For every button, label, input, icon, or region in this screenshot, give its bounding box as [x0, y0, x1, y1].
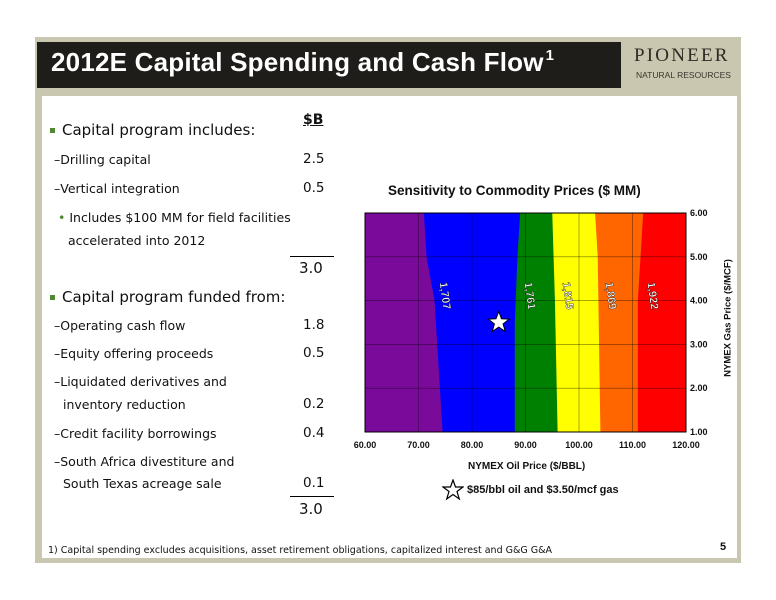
contour-label: 1,815: [560, 281, 576, 310]
section-heading: Capital program funded from:: [62, 288, 286, 306]
line-item-value: 0.5: [303, 180, 325, 196]
section-total: 3.0: [299, 500, 323, 518]
y-tick-label: 1.00: [690, 427, 708, 437]
x-tick-label: 60.00: [354, 440, 377, 450]
contour-region: [637, 213, 686, 432]
company-logo: PIONEER NATURAL RESOURCES: [624, 42, 738, 88]
line-item-value: 0.1: [303, 475, 325, 491]
bullet-icon: [50, 128, 55, 133]
contour-label: 1,761: [522, 281, 538, 310]
line-item-value: 2.5: [303, 151, 325, 167]
line-item-label: –Credit facility borrowings: [54, 426, 217, 441]
section-heading: Capital program includes:: [62, 121, 256, 139]
y-tick-label: 4.00: [690, 296, 708, 306]
bullet-icon: [50, 295, 55, 300]
title-footnote-marker: 1: [545, 47, 555, 64]
x-tick-label: 110.00: [619, 440, 646, 450]
x-tick-label: 100.00: [565, 440, 593, 450]
y-tick-label: 3.00: [690, 339, 708, 349]
sensitivity-chart: 60.00 70.00 80.00 90.00 100.00 110.00 120.00 1.…: [354, 208, 708, 450]
page-title: 2012E Capital Spending and Cash Flow 1: [51, 47, 554, 78]
x-axis-label: NYMEX Oil Price ($/BBL): [468, 461, 586, 472]
line-item-label: –Equity offering proceeds: [54, 346, 214, 361]
x-tick-label: 70.00: [407, 440, 430, 450]
line-item-label: –Drilling capital: [54, 152, 151, 167]
line-item-label: inventory reduction: [63, 397, 186, 412]
sub-note: accelerated into 2012: [68, 233, 206, 248]
title-bar: [37, 42, 621, 88]
y-tick-label: 6.00: [690, 208, 708, 218]
contour-label: 1,922: [644, 281, 660, 310]
contour-label: 1,707: [437, 281, 453, 310]
line-item-label: South Texas acreage sale: [63, 476, 222, 491]
logo-subtitle: NATURAL RESOURCES: [636, 70, 731, 80]
title-text: 2012E Capital Spending and Cash Flow: [51, 47, 544, 77]
price-marker-star: [486, 310, 511, 333]
line-item-label: –South Africa divestiture and: [54, 454, 235, 469]
star-icon: [442, 479, 464, 501]
total-rule: [290, 256, 334, 257]
section-total: 3.0: [299, 259, 323, 277]
footnote: 1) Capital spending excludes acquisition…: [48, 545, 553, 556]
page-number: 5: [720, 541, 727, 553]
line-item-label: –Vertical integration: [54, 181, 180, 196]
total-rule: [290, 496, 334, 497]
line-item-label: –Liquidated derivatives and: [54, 374, 227, 389]
x-tick-label: 120.00: [672, 440, 700, 450]
marker-legend-label: $85/bbl oil and $3.50/mcf gas: [467, 484, 619, 496]
y-tick-label: 5.00: [690, 252, 708, 262]
line-item-value: 0.4: [303, 425, 325, 441]
plot-border: [364, 212, 687, 433]
line-item-label: –Operating cash flow: [54, 318, 186, 333]
unit-header: $B: [303, 112, 324, 128]
logo-name: PIONEER: [634, 45, 730, 66]
chart-title: Sensitivity to Commodity Prices ($ MM): [388, 183, 641, 198]
x-tick-label: 90.00: [514, 440, 537, 450]
line-item-value: 0.2: [303, 396, 325, 412]
y-tick-label: 2.00: [690, 383, 708, 393]
sub-note: • Includes $100 MM for field facilities: [58, 210, 291, 225]
contour-label: 1,869: [602, 281, 618, 310]
line-item-value: 0.5: [303, 345, 325, 361]
line-item-value: 1.8: [303, 317, 325, 333]
y-axis-label: NYMEX Gas Price ($/MCF): [722, 259, 734, 377]
x-tick-label: 80.00: [461, 440, 484, 450]
